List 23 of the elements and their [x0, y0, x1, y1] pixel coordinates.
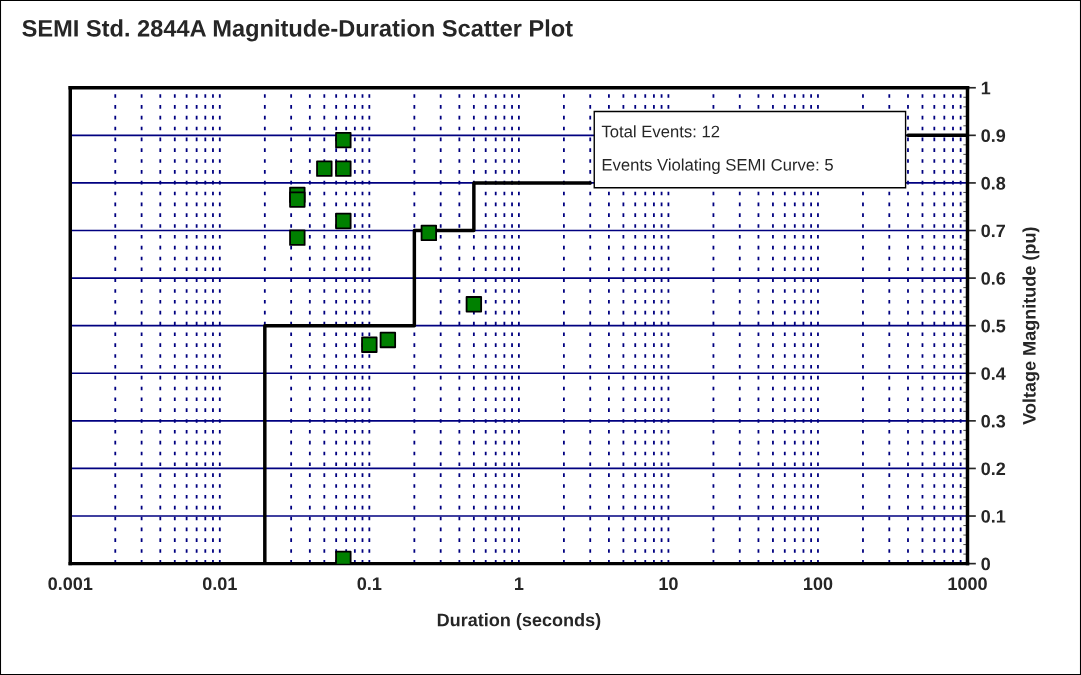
y-tick-label: 0.9 — [981, 129, 1006, 143]
y-tick-label: 0.4 — [981, 367, 1006, 380]
y-axis-title: Voltage Magnitude (pu) — [1022, 227, 1040, 425]
x-axis-title: Duration (seconds) — [437, 613, 601, 630]
x-tick-label: 0.01 — [202, 577, 237, 591]
x-tick-label: 1 — [515, 577, 524, 590]
y-tick-label: 0.1 — [981, 509, 1006, 523]
y-tick-label: 0.3 — [981, 414, 1006, 428]
annotation: Total Events: 12 — [601, 125, 720, 138]
x-tick-label: 10 — [659, 577, 678, 591]
annotation: Events Violating SEMI Curve: 5 — [602, 158, 833, 175]
x-tick-label: 0.001 — [48, 577, 93, 591]
y-tick-label: 0.6 — [981, 272, 1006, 285]
x-tick-label: 0.1 — [357, 577, 382, 591]
chart-title: SEMI Std. 2844A Magnitude-Duration Scatter Plot — [22, 19, 573, 42]
y-tick-label: 0 — [981, 557, 990, 571]
y-tick-label: 1 — [981, 81, 991, 95]
y-tick-label: 0.7 — [981, 224, 1005, 238]
y-tick-label: 0.8 — [981, 176, 1006, 190]
x-tick-label: 100 — [804, 577, 833, 591]
x-tick-label: 1000 — [948, 577, 987, 591]
y-tick-label: 0.2 — [981, 462, 1006, 476]
y-tick-label: 0.5 — [981, 319, 1006, 333]
